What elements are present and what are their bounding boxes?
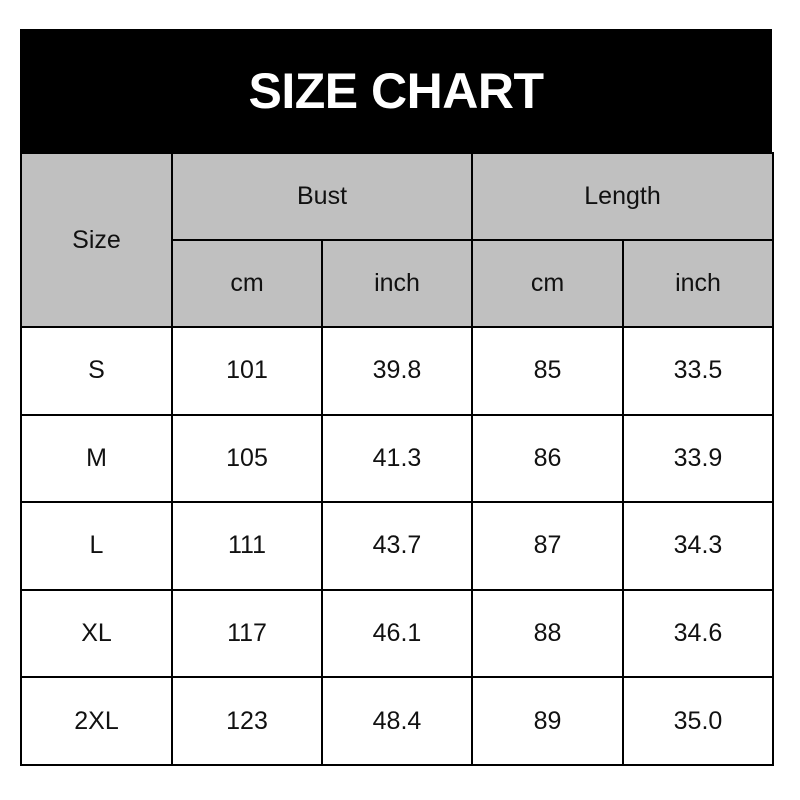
table-row: M 105 41.3 86 33.9 [20, 413, 774, 504]
cell-bust-inch: 43.7 [321, 501, 473, 591]
cell-bust-cm: 101 [171, 326, 323, 416]
cell-bust-cm: 117 [171, 588, 323, 679]
cell-bust-inch: 41.3 [321, 413, 473, 504]
chart-title: SIZE CHART [20, 29, 772, 152]
cell-bust-cm: 123 [171, 676, 323, 766]
header-length-inch: inch [622, 239, 774, 328]
cell-bust-inch: 46.1 [321, 588, 473, 679]
header-bust-inch: inch [321, 239, 473, 328]
header-size: Size [20, 152, 173, 328]
cell-length-cm: 85 [471, 326, 624, 416]
header-bust: Bust [171, 152, 473, 241]
cell-length-inch: 33.5 [622, 326, 774, 416]
cell-length-inch: 34.6 [622, 588, 774, 679]
cell-bust-inch: 48.4 [321, 676, 473, 766]
cell-bust-inch: 39.8 [321, 326, 473, 416]
size-chart: SIZE CHART Size Bust Length cm inch cm i… [20, 29, 774, 766]
header-row: Size Bust Length [20, 152, 774, 328]
subheader-row: cm inch cm inch [21, 239, 774, 328]
cell-size: L [20, 501, 173, 591]
table-row: S 101 39.8 85 33.5 [20, 326, 774, 416]
cell-size: XL [20, 588, 173, 679]
cell-length-cm: 86 [471, 413, 624, 504]
cell-length-inch: 34.3 [622, 501, 774, 591]
cell-size: S [20, 326, 173, 416]
table-row: 2XL 123 48.4 89 35.0 [20, 676, 774, 766]
cell-length-cm: 89 [471, 676, 624, 766]
cell-bust-cm: 111 [171, 501, 323, 591]
cell-length-cm: 88 [471, 588, 624, 679]
cell-length-cm: 87 [471, 501, 624, 591]
header-length: Length [471, 152, 774, 241]
cell-bust-cm: 105 [171, 413, 323, 504]
header-bust-cm: cm [171, 239, 323, 328]
cell-length-inch: 35.0 [622, 676, 774, 766]
header-length-cm: cm [471, 239, 624, 328]
cell-size: 2XL [20, 676, 173, 766]
table-row: L 111 43.7 87 34.3 [20, 501, 774, 591]
cell-size: M [20, 413, 173, 504]
table-row: XL 117 46.1 88 34.6 [20, 588, 774, 679]
cell-length-inch: 33.9 [622, 413, 774, 504]
size-table: Size Bust Length cm inch cm inch S 101 3… [20, 152, 774, 766]
